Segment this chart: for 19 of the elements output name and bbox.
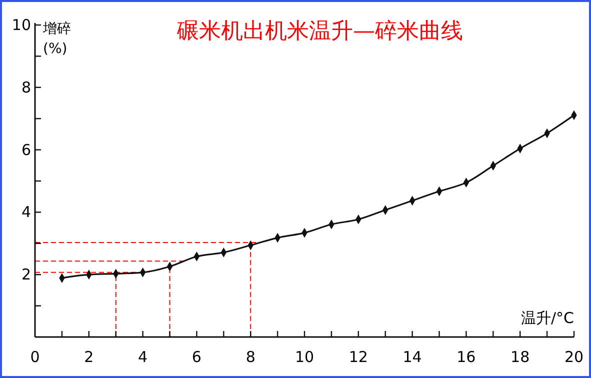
y-tick-label: 4 <box>21 203 31 222</box>
y-tick-label: 8 <box>21 78 31 96</box>
x-tick-label: 10 <box>294 348 314 366</box>
x-tick-label: 0 <box>30 348 40 366</box>
y-axis-title: 增碎(%) <box>42 21 71 57</box>
x-tick-label: 18 <box>510 348 530 366</box>
y-tick-label: 6 <box>21 140 31 159</box>
y-tick-label: 2 <box>21 266 31 284</box>
x-tick-label: 20 <box>564 348 584 366</box>
x-tick-label: 14 <box>402 348 422 366</box>
x-tick-label: 12 <box>348 348 368 366</box>
x-tick-label: 4 <box>138 348 148 366</box>
x-tick-label: 2 <box>84 348 94 366</box>
x-tick-label: 16 <box>456 348 476 366</box>
chart-title: 碾米机出机米温升—碎米曲线 <box>176 19 463 44</box>
x-tick-label: 6 <box>192 348 202 366</box>
x-tick-label: 8 <box>246 348 256 366</box>
y-tick-label: 10 <box>12 16 31 34</box>
x-axis-title: 温升/°C <box>520 309 574 327</box>
